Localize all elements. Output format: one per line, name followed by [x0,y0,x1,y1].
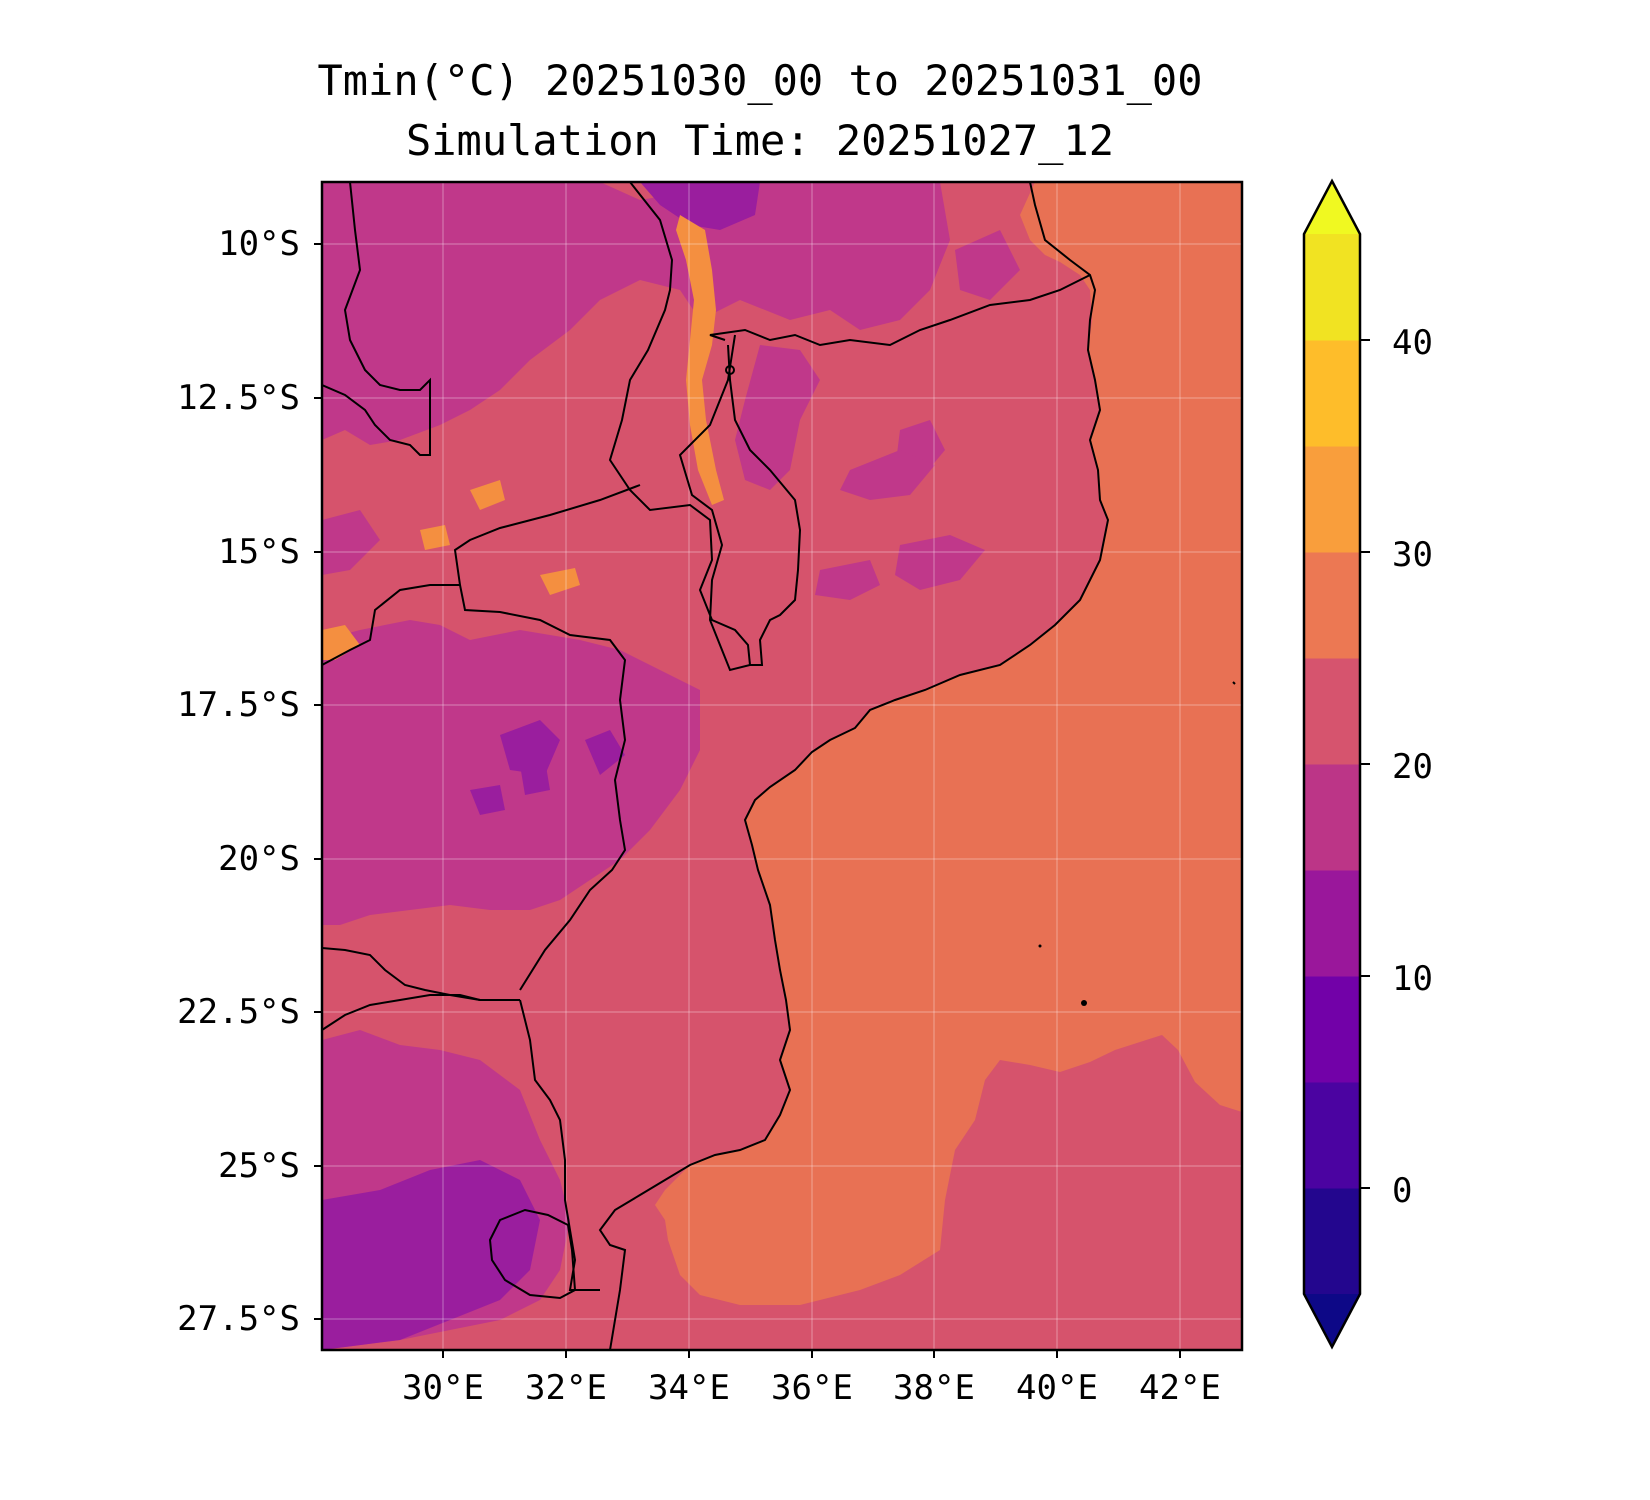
lon-label-30e: 30°E [402,1368,484,1408]
region-15-20-mid-east [815,560,880,600]
lon-label-42e: 42°E [1139,1368,1221,1408]
colorbar-label-0: 0 [1392,1171,1413,1211]
colorbar-band-6 [1304,552,1360,659]
lat-label-15s: 15°S [218,532,300,572]
region-15-20-central-2 [840,450,935,500]
islands [725,365,1087,1006]
lon-label-32e: 32°E [525,1368,607,1408]
colorbar-band-1 [1304,1082,1360,1189]
colorbar-label-30: 30 [1392,535,1433,575]
lat-label-27-5s: 27.5°S [177,1299,300,1339]
region-10-15-south [322,1160,540,1350]
region-15-20-north-east [955,230,1020,300]
border-madagascar-stub [1232,681,1236,685]
region-30-35-lake-malawi [676,215,724,505]
border-zambia-mozambique [453,484,641,991]
colorbar-band-4 [1304,764,1360,871]
lon-label-40e: 40°E [1016,1368,1098,1408]
lon-ticks [442,1350,1181,1358]
border-tanzania-mozambique [709,274,1091,347]
colorbar-band-5 [1304,658,1360,765]
region-10-15-zimbabwe-3 [470,785,505,815]
lat-label-10s: 10°S [218,224,300,264]
region-15-20-lake-east [735,345,820,490]
lat-label-25s: 25°S [218,1146,300,1186]
lon-label-38e: 38°E [893,1368,975,1408]
region-30-35-zambia-4 [420,525,450,550]
region-15-20-north [322,182,950,445]
colorbar-band-9 [1304,234,1360,341]
region-30-35-zambia-1 [322,625,360,660]
map-field [322,182,1242,1350]
colorbar-outline [1302,178,1362,1350]
border-zambia-drc [322,182,431,456]
lat-label-20s: 20°S [218,839,300,879]
lat-label-12-5s: 12.5°S [177,378,300,418]
region-10-15-zimbabwe-2 [585,730,625,775]
region-15-20-zimbabwe [322,620,700,925]
lat-label-17-5s: 17.5°S [177,685,300,725]
colorbar-label-20: 20 [1392,747,1433,787]
colorbar-band-2 [1304,976,1360,1083]
lon-label-36e: 36°E [771,1368,853,1408]
coastlines-and-borders [322,182,1236,1350]
map-frame [320,180,1244,1352]
border-malawi [608,182,752,672]
border-eswatini [488,1208,577,1300]
map-title-line-2: Simulation Time: 20251027_12 [405,116,1114,165]
colorbar [1302,178,1370,1350]
gridlines [322,182,1242,1350]
region-15-20-central-3 [895,535,985,590]
colorbar-label-10: 10 [1392,959,1433,999]
region-15-20-zambia-west [322,510,380,575]
lon-label-34e: 34°E [648,1368,730,1408]
colorbar-band-3 [1304,870,1360,977]
colorbar-extend-under [1304,1294,1360,1347]
region-30-35-zambia-3 [540,568,580,595]
colorbar-band-0 [1304,1188,1360,1295]
border-south-africa-west [322,994,481,1031]
colorbar-extend-over [1304,181,1360,234]
region-10-15-north [640,182,760,230]
border-malawi-east [727,344,802,666]
colorbar-band-7 [1304,446,1360,553]
ocean-25-30 [655,182,1242,1305]
lat-ticks [314,243,322,1320]
coastline-mozambique [598,182,1110,1350]
border-zimbabwe-north [322,584,460,666]
region-10-15-zimbabwe-4 [520,760,550,795]
region-30-35-zambia-2 [470,480,505,510]
lat-label-22-5s: 22.5°S [177,992,300,1032]
map-title-line-1: Tmin(°C) 20251030_00 to 20251031_00 [317,56,1203,105]
colorbar-label-40: 40 [1392,323,1433,363]
colorbar-band-8 [1304,340,1360,447]
